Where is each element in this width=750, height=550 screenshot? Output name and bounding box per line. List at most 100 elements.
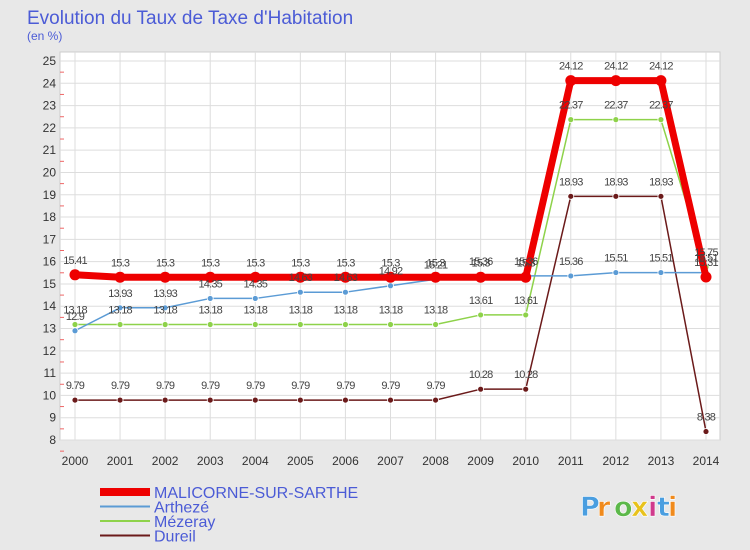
legend-label-3[interactable]: Dureil [154, 529, 196, 546]
logo-letter: r [597, 492, 611, 523]
data-point [69, 269, 81, 281]
data-point [477, 385, 485, 393]
data-label: 13.18 [379, 305, 403, 317]
data-label: 9.79 [336, 380, 355, 392]
data-label: 24.12 [604, 61, 628, 73]
x-tick-label: 2013 [648, 454, 675, 468]
data-label: 15.51 [694, 253, 718, 265]
y-tick-label: 8 [49, 433, 56, 447]
data-point [296, 321, 304, 328]
data-label: 13.61 [514, 295, 538, 307]
data-label: 15.31 [694, 257, 718, 269]
data-label: 15.3 [246, 257, 265, 269]
data-label: 15.3 [517, 257, 536, 269]
y-tick-label: 24 [43, 76, 57, 90]
data-point [432, 321, 439, 328]
data-label: 15.36 [559, 256, 583, 268]
legend-label-0[interactable]: MALICORNE-SUR-SARTHE [154, 485, 358, 502]
data-point [206, 321, 214, 328]
x-tick-label: 2003 [197, 454, 224, 468]
data-label: 14.35 [198, 278, 222, 290]
chart-subtitle: (en %) [27, 29, 62, 43]
data-label: 15.3 [336, 257, 355, 269]
data-point [159, 271, 171, 283]
data-labels: 9.79 9.79 9.79 9.79 9.79 9.79 9.79 9.79 9.79 10.2… [63, 61, 719, 424]
y-tick-label: 17 [43, 232, 57, 246]
data-point [342, 396, 349, 404]
y-tick-label: 13 [43, 322, 57, 336]
data-label: 15.3 [111, 257, 130, 269]
data-point [387, 396, 394, 404]
data-label: 15.3 [156, 257, 175, 269]
data-point [567, 192, 575, 200]
y-tick-label: 18 [43, 210, 57, 224]
x-tick-label: 2001 [107, 454, 134, 468]
data-label: 22.37 [559, 100, 583, 112]
data-label: 12.9 [66, 311, 85, 323]
y-tick-label: 22 [43, 121, 57, 135]
data-label: 15.3 [381, 257, 400, 269]
data-point [387, 282, 394, 290]
y-tick-label: 12 [43, 344, 57, 358]
data-point [161, 321, 169, 328]
data-label: 14.63 [334, 272, 358, 284]
data-label: 15.75 [694, 247, 718, 259]
data-point [385, 271, 396, 283]
legend-label-2[interactable]: Mézeray [154, 514, 215, 531]
data-label: 13.18 [108, 305, 132, 317]
legend-label-1[interactable]: Arthezé [154, 500, 209, 517]
data-label: 18.93 [559, 176, 583, 188]
data-point [116, 304, 124, 312]
data-label: 15.51 [649, 253, 673, 265]
y-tick-label: 9 [49, 411, 56, 425]
x-tick-label: 2012 [603, 454, 630, 468]
data-point [294, 271, 306, 283]
data-point [522, 385, 530, 393]
data-label: 18.93 [649, 176, 673, 188]
data-label: 13.18 [289, 305, 313, 317]
data-point [610, 75, 622, 87]
data-label: 24.12 [649, 61, 673, 73]
data-point [116, 396, 124, 404]
data-point [387, 321, 394, 328]
data-point [251, 321, 259, 328]
x-tick-label: 2006 [332, 454, 359, 468]
data-label: 13.18 [424, 305, 448, 317]
logo-letter: o [614, 492, 633, 523]
proxiti-logo[interactable]: Pr ox i ti [580, 492, 678, 524]
data-label: 13.18 [198, 305, 222, 317]
data-label: 18.93 [604, 176, 628, 188]
data-point [71, 327, 79, 335]
data-point [700, 271, 712, 283]
chart-title: Evolution du Taux de Taxe d'Habitation [27, 8, 353, 29]
data-label: 13.93 [108, 288, 132, 300]
x-tick-label: 2009 [467, 454, 494, 468]
data-point [612, 269, 620, 276]
data-label: 9.79 [66, 380, 85, 392]
data-label: 13.18 [334, 305, 358, 317]
data-point [161, 304, 169, 312]
data-label: 9.79 [201, 380, 220, 392]
x-tick-label: 2014 [693, 454, 720, 468]
data-label: 9.79 [291, 380, 310, 392]
data-label: 9.79 [246, 380, 265, 392]
x-tick-label: 2011 [558, 454, 584, 468]
y-tick-label: 21 [43, 143, 57, 157]
data-point [339, 271, 351, 283]
data-point [296, 288, 304, 296]
data-label: 15.41 [63, 255, 87, 267]
logo-letter: i [648, 492, 657, 523]
logo-letter: x [631, 492, 648, 523]
data-label: 15.51 [604, 253, 628, 265]
data-point [475, 271, 487, 283]
data-label: 24.12 [559, 61, 583, 73]
data-label: 15.3 [291, 257, 310, 269]
x-tick-label: 2008 [422, 454, 449, 468]
data-label: 13.61 [469, 295, 493, 307]
data-label: 22.37 [604, 100, 628, 112]
logo-letter: i [668, 492, 677, 523]
data-point [114, 271, 126, 283]
data-label: 8.38 [697, 412, 716, 424]
